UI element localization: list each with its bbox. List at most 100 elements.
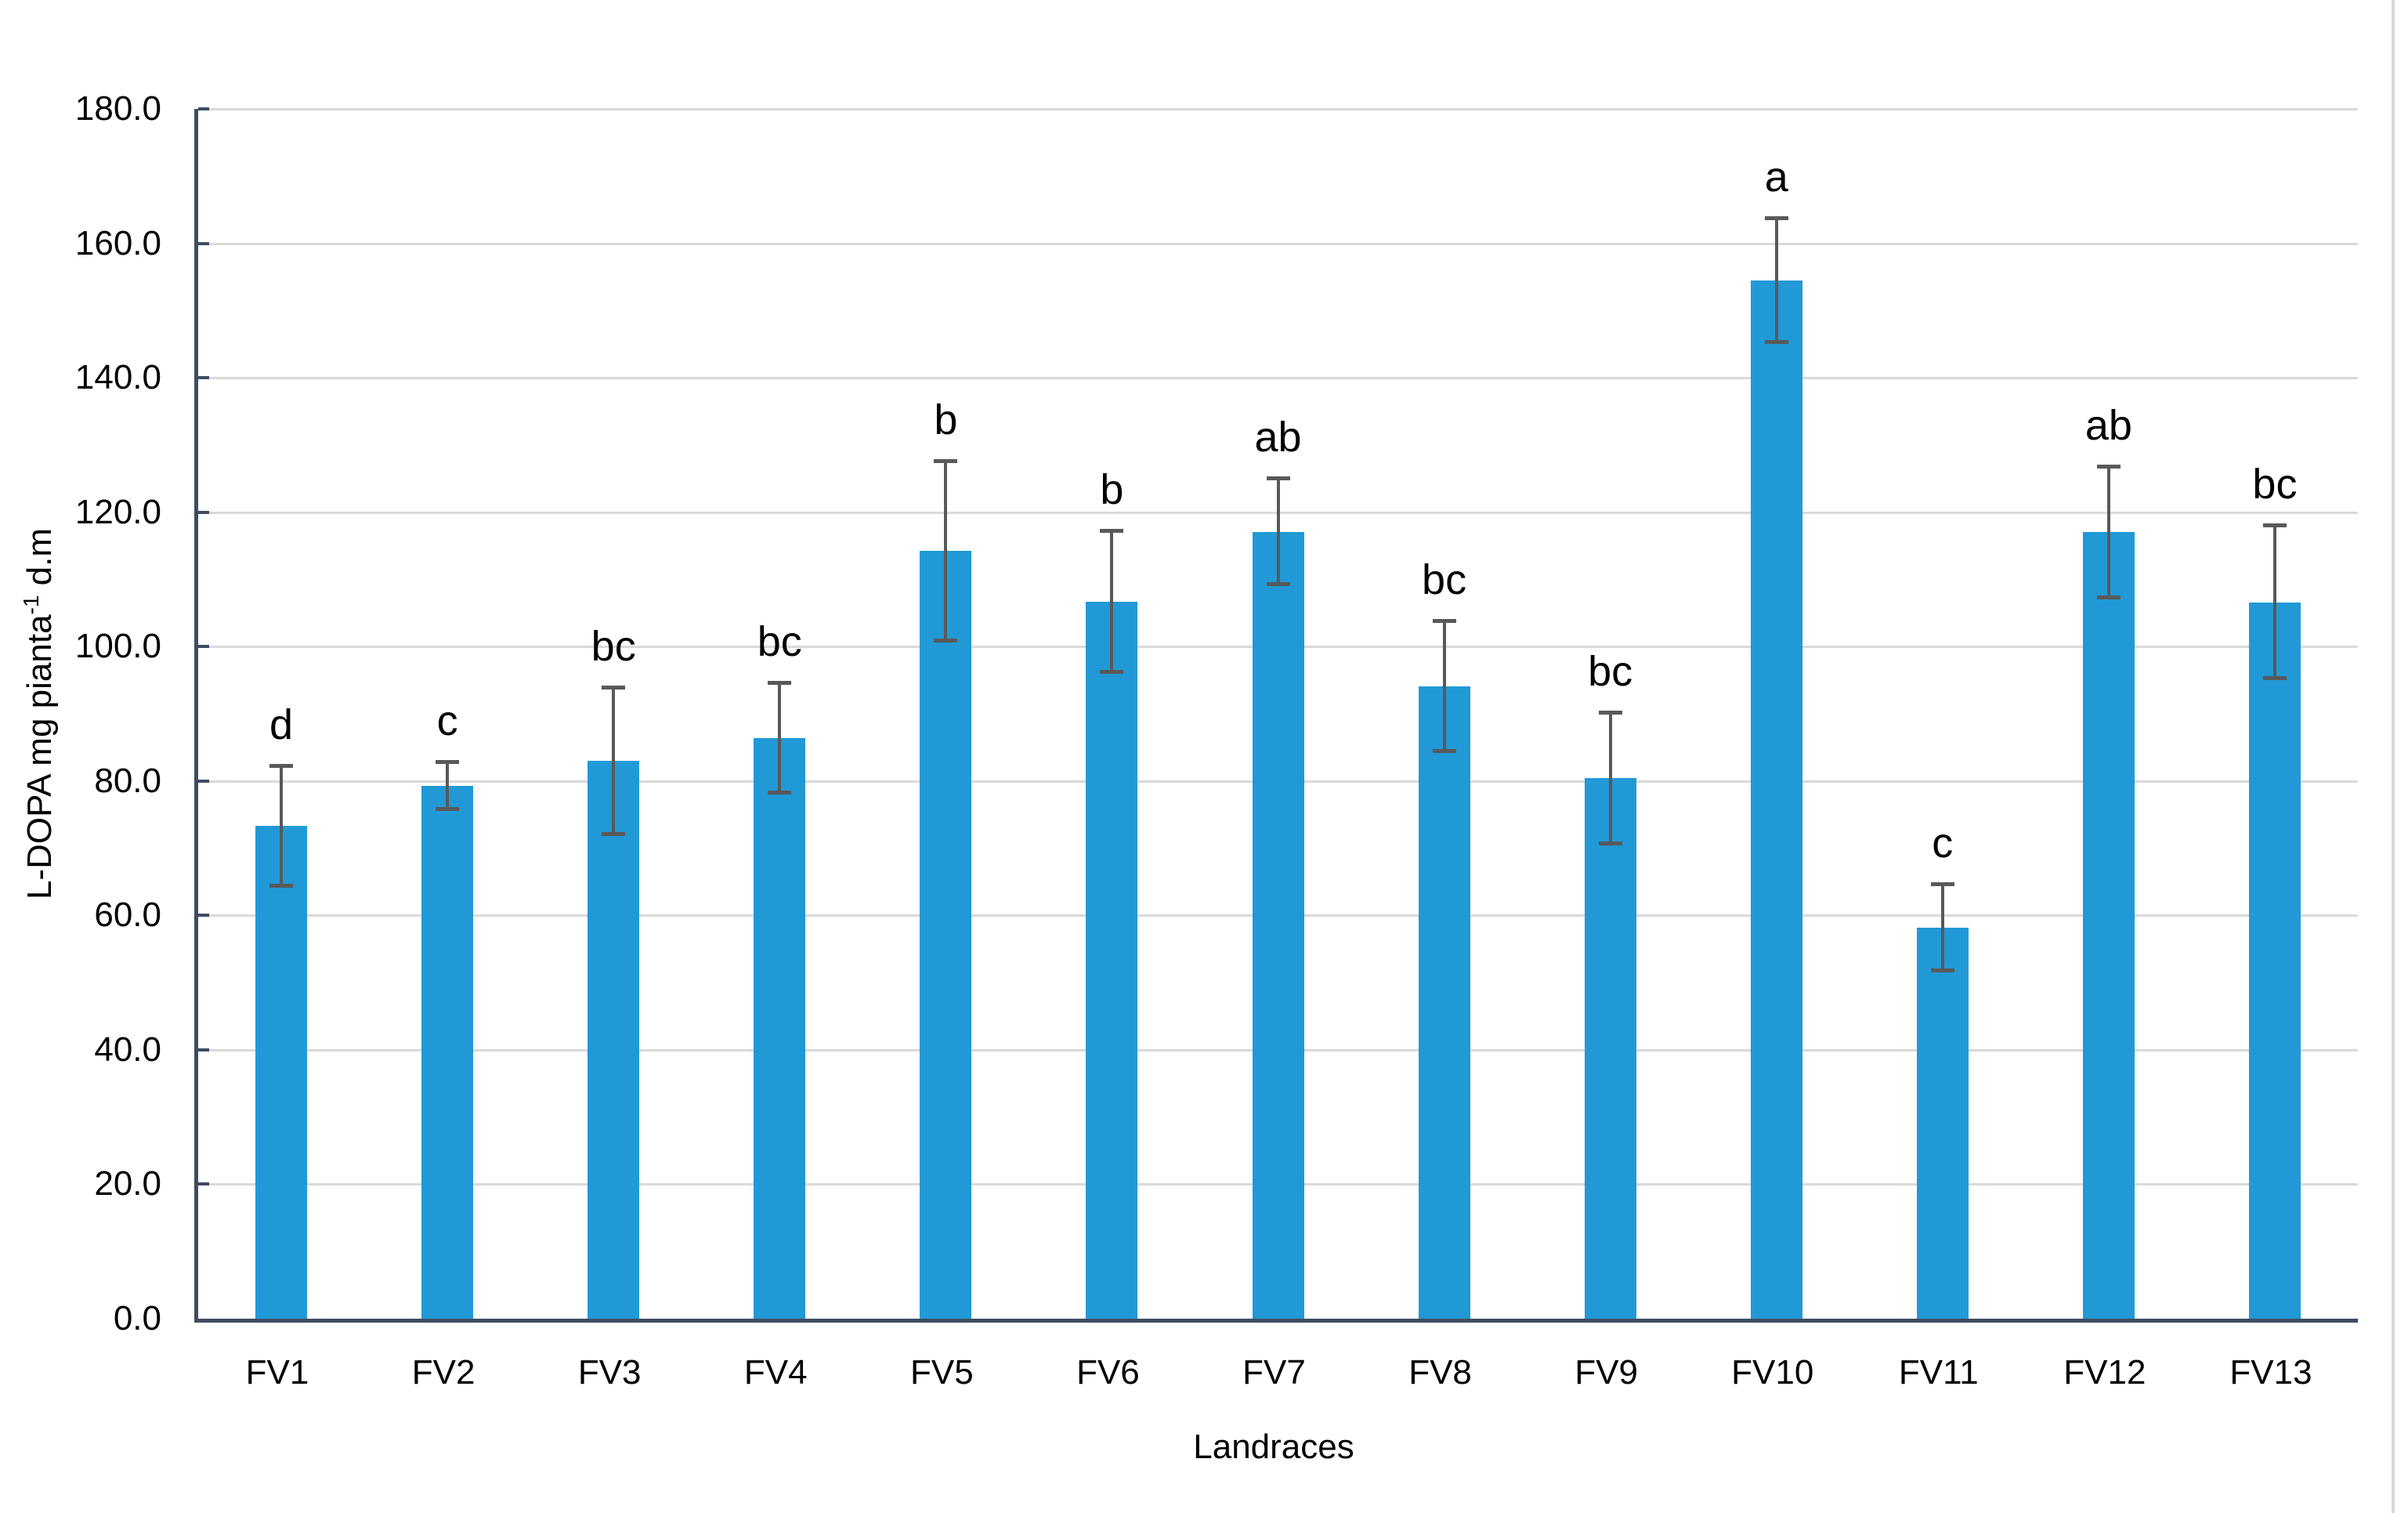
significance-letter: b: [934, 396, 958, 444]
x-tick-label: FV12: [2063, 1353, 2146, 1392]
error-bar-cap-top: [768, 680, 792, 685]
error-bar-stem: [1940, 884, 1944, 971]
error-bar-stem: [1774, 218, 1778, 342]
significance-letter: c: [436, 697, 458, 744]
error-bar-stem: [612, 687, 616, 834]
error-bar-stem: [1276, 478, 1280, 585]
error-bar-cap-bottom: [1598, 841, 1622, 845]
error-bar-cap-top: [269, 763, 294, 768]
y-axis-tick-mark: [198, 107, 209, 110]
error-bar-cap-bottom: [934, 638, 958, 642]
y-tick-label: 180.0: [74, 89, 161, 128]
y-tick-label: 60.0: [94, 896, 161, 935]
error-bar-stem: [2272, 525, 2276, 679]
significance-letter: bc: [1422, 556, 1467, 603]
y-tick-label: 0.0: [113, 1299, 161, 1337]
y-axis-tick-mark: [198, 376, 209, 380]
y-tick-label: 100.0: [74, 627, 161, 666]
y-axis-tick-labels: 0.0 20.0 40.0 60.0 80.0 100.0 120.0 140.0 160.0 1…: [0, 89, 161, 1337]
error-bar-cap-bottom: [1930, 968, 1954, 972]
x-tick-label: FV4: [743, 1353, 808, 1392]
y-tick-label: 80.0: [94, 761, 161, 800]
bar: [2082, 532, 2135, 1319]
significance-letter: c: [1932, 819, 1954, 867]
error-bar-cap-top: [1764, 215, 1788, 220]
error-bar-cap-bottom: [2096, 595, 2121, 599]
bar: [1418, 686, 1470, 1319]
gridline: [198, 108, 2358, 110]
y-axis-tick-mark: [198, 645, 209, 649]
y-axis-tick-mark: [198, 1048, 209, 1051]
x-tick-label: FV6: [1076, 1353, 1140, 1392]
bar: [255, 826, 308, 1319]
x-tick-label: FV7: [1242, 1353, 1306, 1392]
error-bar-cap-bottom: [1764, 339, 1788, 344]
error-bar-cap-top: [2096, 465, 2121, 469]
error-bar-cap-top: [602, 685, 626, 690]
error-bar-cap-top: [1432, 618, 1456, 623]
significance-letter: bc: [591, 622, 636, 670]
y-tick-label: 120.0: [74, 492, 161, 531]
y-tick-label: 160.0: [74, 223, 161, 262]
significance-letter: ab: [1254, 413, 1302, 461]
error-bar-cap-top: [436, 759, 460, 764]
significance-letter: b: [1100, 465, 1124, 513]
y-tick-label: 20.0: [94, 1164, 161, 1204]
y-axis-tick-mark: [198, 510, 209, 514]
significance-letter: bc: [2252, 460, 2298, 508]
x-tick-label: FV1: [245, 1353, 309, 1392]
bar: [1584, 778, 1636, 1319]
significance-letter: a: [1764, 153, 1788, 201]
x-tick-label: FV3: [577, 1353, 642, 1392]
x-tick-label: FV2: [411, 1353, 475, 1392]
error-bar-cap-top: [1100, 528, 1124, 533]
error-bar-cap-bottom: [269, 883, 294, 888]
error-bar-stem: [2106, 467, 2110, 598]
bar: [1252, 531, 1304, 1319]
error-bar-cap-top: [1598, 711, 1622, 715]
bar: [421, 785, 474, 1319]
significance-letter: d: [269, 700, 294, 748]
significance-letter: bc: [757, 617, 802, 665]
chart-frame-right-border: [2392, 0, 2395, 1513]
bar: [588, 761, 640, 1319]
x-tick-label: FV5: [909, 1353, 974, 1392]
error-bar-stem: [280, 766, 284, 886]
bar: [1086, 601, 1138, 1319]
error-bar-cap-bottom: [602, 831, 626, 836]
x-tick-label: FV10: [1731, 1353, 1814, 1392]
error-bar-cap-top: [934, 459, 958, 464]
y-tick-label: 140.0: [74, 358, 161, 397]
error-bar-stem: [446, 762, 450, 809]
y-axis-tick-mark: [198, 914, 209, 918]
error-bar-cap-bottom: [768, 791, 792, 795]
error-bar-cap-bottom: [2262, 676, 2287, 681]
gridline: [198, 377, 2358, 380]
x-axis-title: Landraces: [1193, 1428, 1354, 1466]
error-bar-cap-top: [1266, 476, 1290, 480]
error-bar-stem: [944, 462, 948, 641]
significance-letter: ab: [2084, 402, 2132, 450]
bar: [920, 551, 972, 1319]
error-bar-stem: [1442, 621, 1446, 752]
x-axis-tick-labels: FV1 FV2 FV3 FV4 FV5 FV6 FV7 FV8 FV9 FV10 FV11 FV12 F…: [194, 1353, 2354, 1400]
plot-area: d c bc bc b b ab bc bc a c ab bc: [194, 107, 2358, 1323]
error-bar-cap-bottom: [1432, 749, 1456, 754]
bar: [1916, 927, 1969, 1319]
x-tick-label: FV11: [1898, 1353, 1979, 1392]
error-bar-cap-bottom: [436, 806, 460, 811]
error-bar-cap-top: [2262, 523, 2287, 527]
y-axis-tick-mark: [198, 241, 209, 245]
y-tick-label: 40.0: [94, 1030, 161, 1069]
error-bar-cap-bottom: [1266, 582, 1290, 587]
bar: [1750, 280, 1802, 1319]
gridline: [198, 242, 2358, 245]
y-axis-tick-mark: [198, 779, 209, 783]
x-tick-label: FV8: [1408, 1353, 1472, 1392]
bar: [2248, 602, 2301, 1319]
significance-letter: bc: [1588, 648, 1633, 696]
error-bar-cap-bottom: [1100, 669, 1124, 674]
x-tick-label: FV13: [2229, 1353, 2312, 1392]
y-axis-tick-mark: [198, 1182, 209, 1186]
